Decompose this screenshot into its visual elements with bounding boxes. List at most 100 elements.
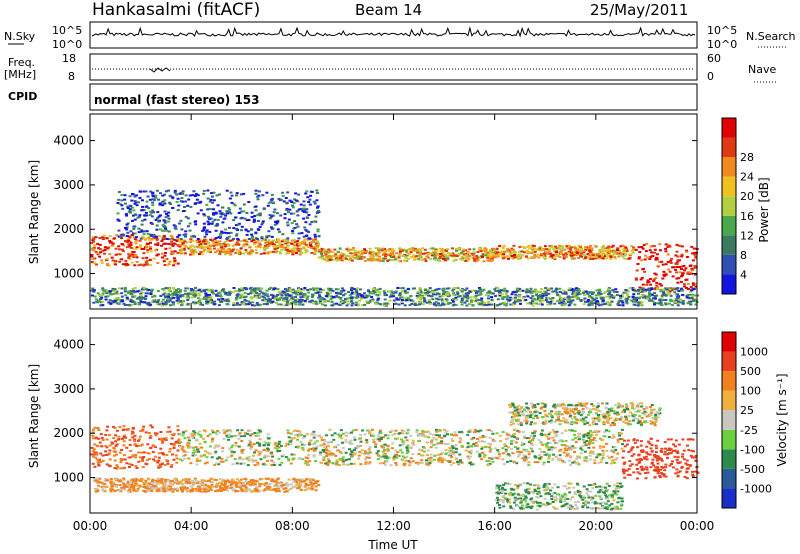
range-cell [104,444,108,447]
range-cell [444,449,448,452]
range-cell [627,257,631,260]
range-cell [427,459,431,462]
range-cell [153,432,157,435]
range-cell [363,259,367,262]
range-cell [222,429,226,432]
range-cell [265,289,269,292]
range-cell [215,194,219,197]
range-cell [392,299,396,302]
range-cell [555,247,559,250]
range-cell [107,264,111,267]
range-cell [277,446,281,449]
range-cell [163,199,167,202]
range-cell [653,248,657,251]
range-cell [104,295,108,298]
range-cell [271,455,275,458]
range-cell [267,245,271,247]
range-cell [368,251,372,254]
range-cell [133,443,137,446]
range-cell [138,196,142,199]
range-cell [128,245,132,248]
cpid-frame [89,83,698,111]
range-cell [504,448,508,451]
range-cell [555,249,559,252]
range-cell [531,450,535,453]
range-cell [428,302,432,305]
range-cell [391,292,395,295]
range-cell [578,251,582,254]
range-cell [148,245,152,248]
range-cell [324,434,328,437]
range-cell [532,302,536,304]
range-cell [170,253,174,256]
range-cell [364,250,368,253]
range-cell [668,245,672,248]
range-cell [664,299,668,301]
range-cell [292,244,296,247]
range-cell [610,294,614,297]
range-cell [401,299,404,301]
range-cell [132,253,136,256]
range-cell [572,294,576,297]
range-cell [606,255,610,258]
range-cell [377,433,381,436]
range-cell [249,292,253,295]
range-cell [421,303,425,306]
range-cell [244,249,248,251]
range-cell [425,255,429,258]
range-cell [212,213,216,216]
range-cell [149,446,153,449]
range-cell [346,250,350,252]
range-cell [547,448,551,451]
range-cell [144,297,148,300]
range-cell [526,257,530,260]
range-cell [493,253,497,256]
range-cell [178,245,182,248]
range-cell [596,453,600,456]
range-cell [614,449,618,451]
range-cell [127,303,131,306]
range-cell [298,253,302,256]
range-cell [593,462,597,465]
range-cell [433,289,437,292]
range-cell [316,230,320,233]
range-cell [410,442,414,445]
range-cell [670,289,674,292]
range-cell [533,434,537,437]
range-cell [678,271,682,274]
range-cell [560,299,564,302]
range-cell [325,255,329,258]
range-cell [672,266,676,269]
range-cell [458,295,462,298]
range-cell [527,437,531,439]
range-cell [100,296,104,299]
range-cell [686,294,690,297]
range-cell [137,227,141,230]
range-cell [507,257,510,260]
range-cell [601,252,605,255]
range-cell [530,292,534,295]
range-cell [197,299,201,302]
range-cell [545,444,548,447]
range-cell [291,230,295,232]
range-cell [215,294,219,297]
range-cell [638,251,642,253]
range-cell [416,250,420,253]
range-cell [620,300,624,302]
range-cell [175,200,179,203]
range-cell [379,429,382,432]
colorbar-frame [721,117,737,295]
range-cell [142,264,146,267]
range-cell [142,451,146,454]
range-cell [512,244,516,247]
range-cell [237,243,241,246]
range-cell [94,298,98,301]
range-cell [474,300,478,303]
range-cell [161,236,165,239]
range-cell [206,245,210,248]
range-cell [132,256,136,259]
range-cell [197,297,200,300]
range-cell [131,295,135,298]
range-cell [560,432,564,435]
range-cell [159,295,163,297]
